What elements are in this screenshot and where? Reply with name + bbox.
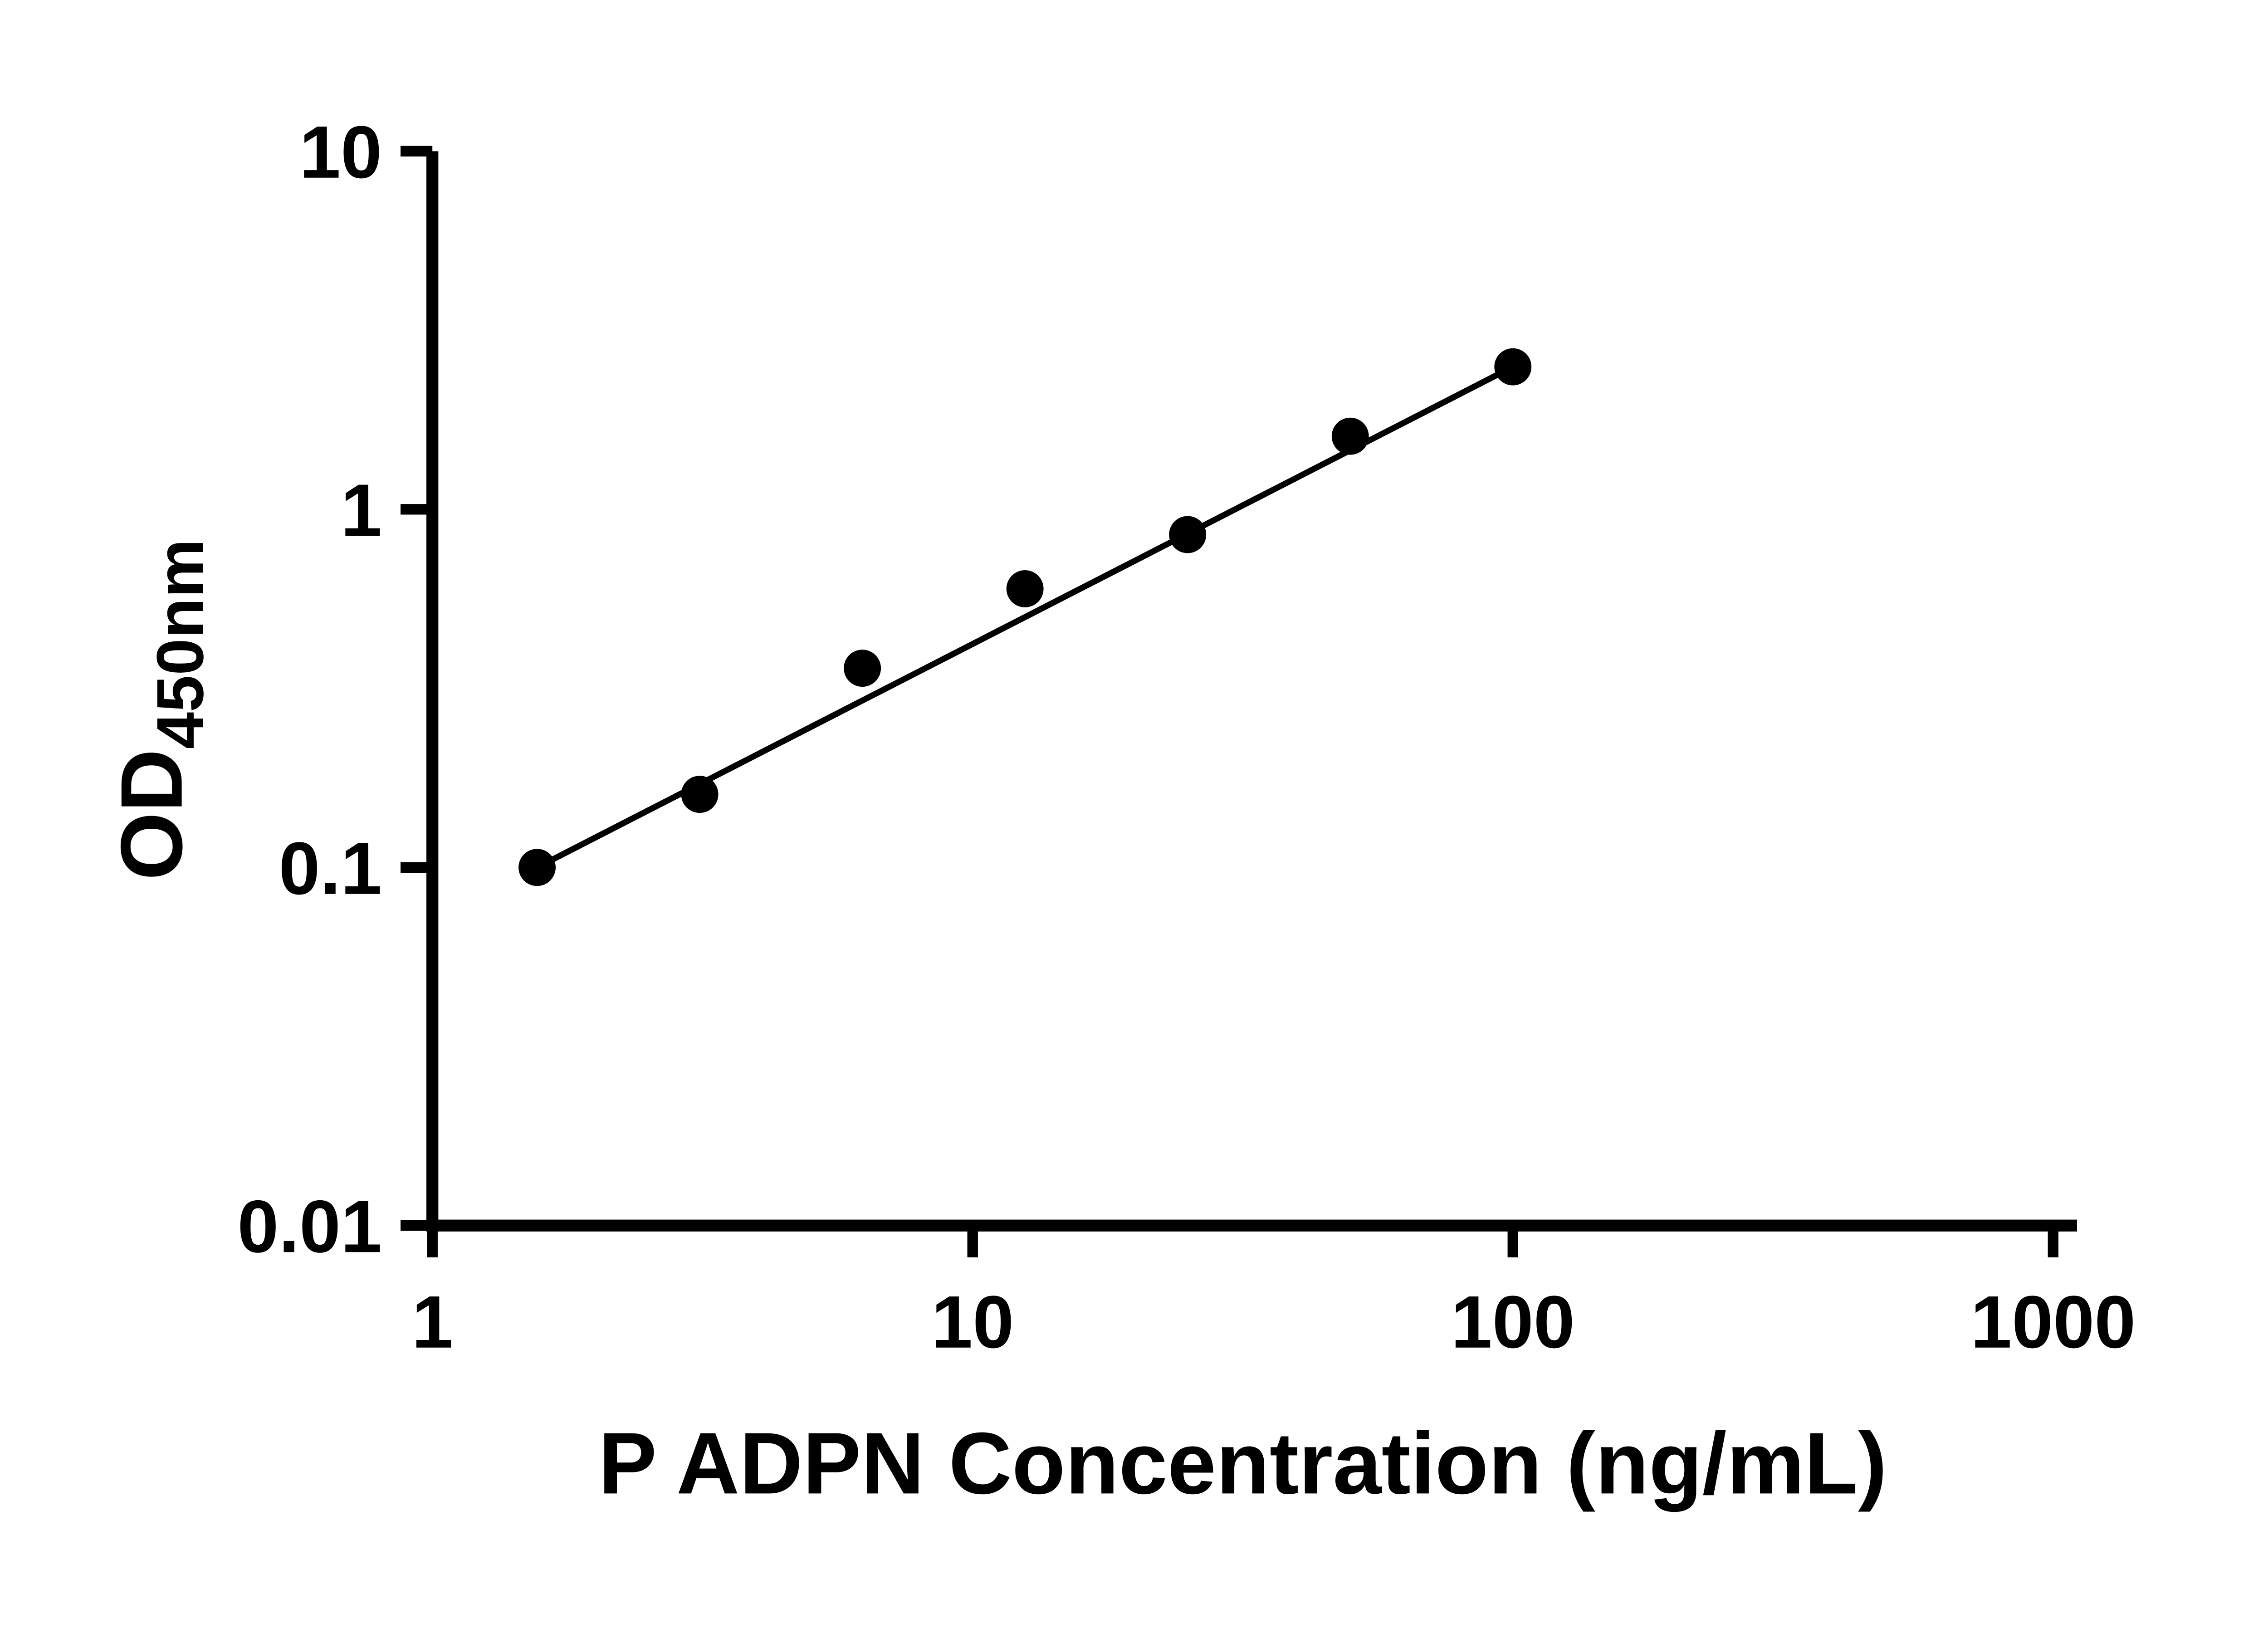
plot-layer: 1 10 100 1000 0.01 0.1 1 10: [237, 111, 2136, 1364]
data-point: [1331, 417, 1369, 455]
data-point: [1006, 570, 1044, 607]
x-axis-title: P ADPN Concentration (ng/mL): [598, 1414, 1887, 1512]
x-tick-label: 1000: [1970, 1281, 2136, 1364]
data-point: [518, 849, 556, 886]
data-point: [1169, 516, 1207, 553]
chart-figure: 1 10 100 1000 0.01 0.1 1 10 P ADPN Concentratio…: [102, 110, 2136, 1512]
y-axis-title: OD450nm: [103, 539, 217, 880]
y-axis-title-main: OD: [103, 749, 200, 880]
data-point: [844, 650, 881, 687]
x-tick-label: 10: [931, 1281, 1014, 1364]
y-tick-label: 10: [299, 111, 382, 194]
y-tick-label: 0.1: [279, 827, 382, 910]
data-point: [681, 776, 719, 813]
y-axis-title-subscript: 450nm: [143, 539, 217, 749]
data-point: [1494, 348, 1532, 386]
standard-curve-chart: 1 10 100 1000 0.01 0.1 1 10 P ADPN Concentratio…: [102, 110, 2136, 1512]
x-tick-label: 100: [1451, 1281, 1575, 1364]
y-tick-label: 1: [341, 469, 382, 552]
y-tick-label: 0.01: [237, 1185, 382, 1268]
x-tick-label: 1: [412, 1281, 453, 1364]
